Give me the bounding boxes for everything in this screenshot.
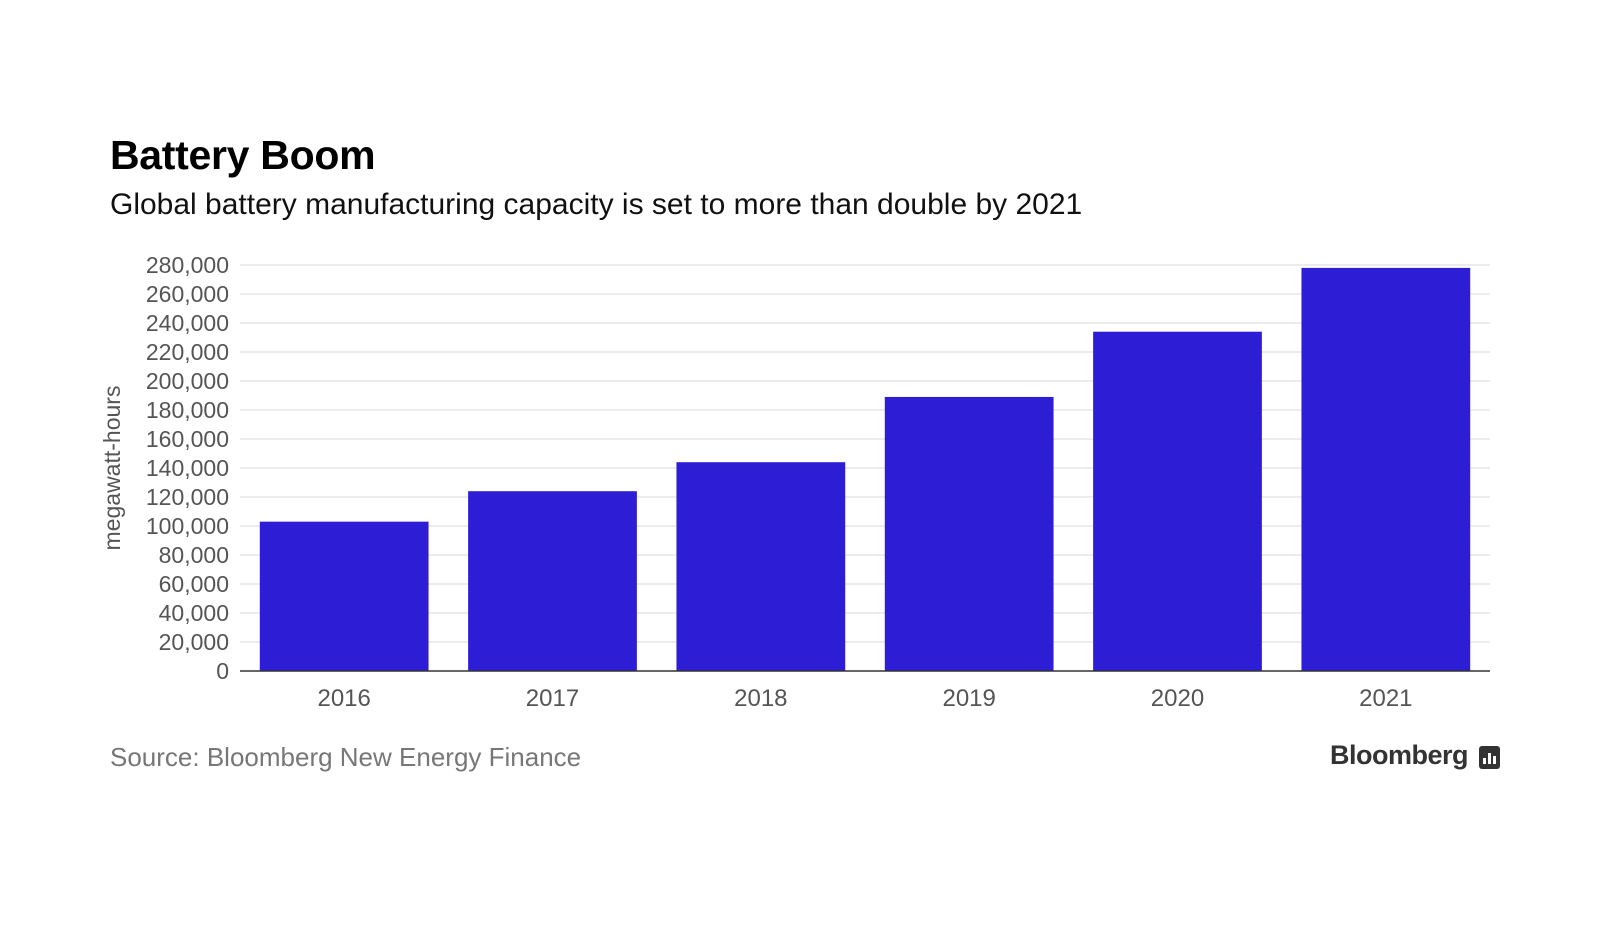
y-tick-label: 80,000 xyxy=(159,542,229,568)
bloomberg-chart-icon xyxy=(1479,746,1500,769)
bar-2018 xyxy=(676,462,846,671)
bars xyxy=(259,267,1471,671)
y-tick-label: 60,000 xyxy=(159,571,229,597)
y-tick-label: 260,000 xyxy=(146,281,229,307)
y-tick-label: 120,000 xyxy=(146,484,229,510)
bar-2019 xyxy=(884,396,1054,671)
bar-2020 xyxy=(1093,331,1262,671)
y-tick-label: 280,000 xyxy=(146,252,229,278)
y-tick-label: 160,000 xyxy=(146,426,229,452)
bar-2021 xyxy=(1301,267,1471,671)
x-tick-label: 2019 xyxy=(942,685,995,712)
x-tick-labels: 2016 2017 2018 2019 2020 2021 xyxy=(317,685,1412,712)
y-tick-label: 220,000 xyxy=(146,339,229,365)
y-tick-label: 0 xyxy=(216,658,229,684)
y-tick-label: 140,000 xyxy=(146,455,229,481)
y-tick-label: 100,000 xyxy=(146,513,229,539)
x-tick-label: 2020 xyxy=(1151,685,1204,712)
y-tick-label: 180,000 xyxy=(146,397,229,423)
x-tick-label: 2021 xyxy=(1359,685,1412,712)
y-tick-labels: 0 20,000 40,000 60,000 80,000 100,000 120,000 1… xyxy=(146,252,229,684)
x-tick-label: 2016 xyxy=(317,685,370,712)
bar-2016 xyxy=(259,521,429,671)
x-tick-label: 2017 xyxy=(526,685,579,712)
gridlines xyxy=(240,264,1490,643)
x-tick-label: 2018 xyxy=(734,685,787,712)
y-tick-label: 240,000 xyxy=(146,310,229,336)
bar-2017 xyxy=(468,491,637,671)
chart-title: Battery Boom xyxy=(110,132,376,178)
source-note: Source: Bloomberg New Energy Finance xyxy=(110,742,582,772)
brand-logo-text: Bloomberg xyxy=(1330,740,1469,770)
y-tick-label: 40,000 xyxy=(159,600,229,626)
chart-subtitle: Global battery manufacturing capacity is… xyxy=(110,188,1083,221)
y-axis-label: megawatt-hours xyxy=(99,386,125,551)
y-tick-label: 20,000 xyxy=(159,629,229,655)
y-tick-label: 200,000 xyxy=(146,368,229,394)
